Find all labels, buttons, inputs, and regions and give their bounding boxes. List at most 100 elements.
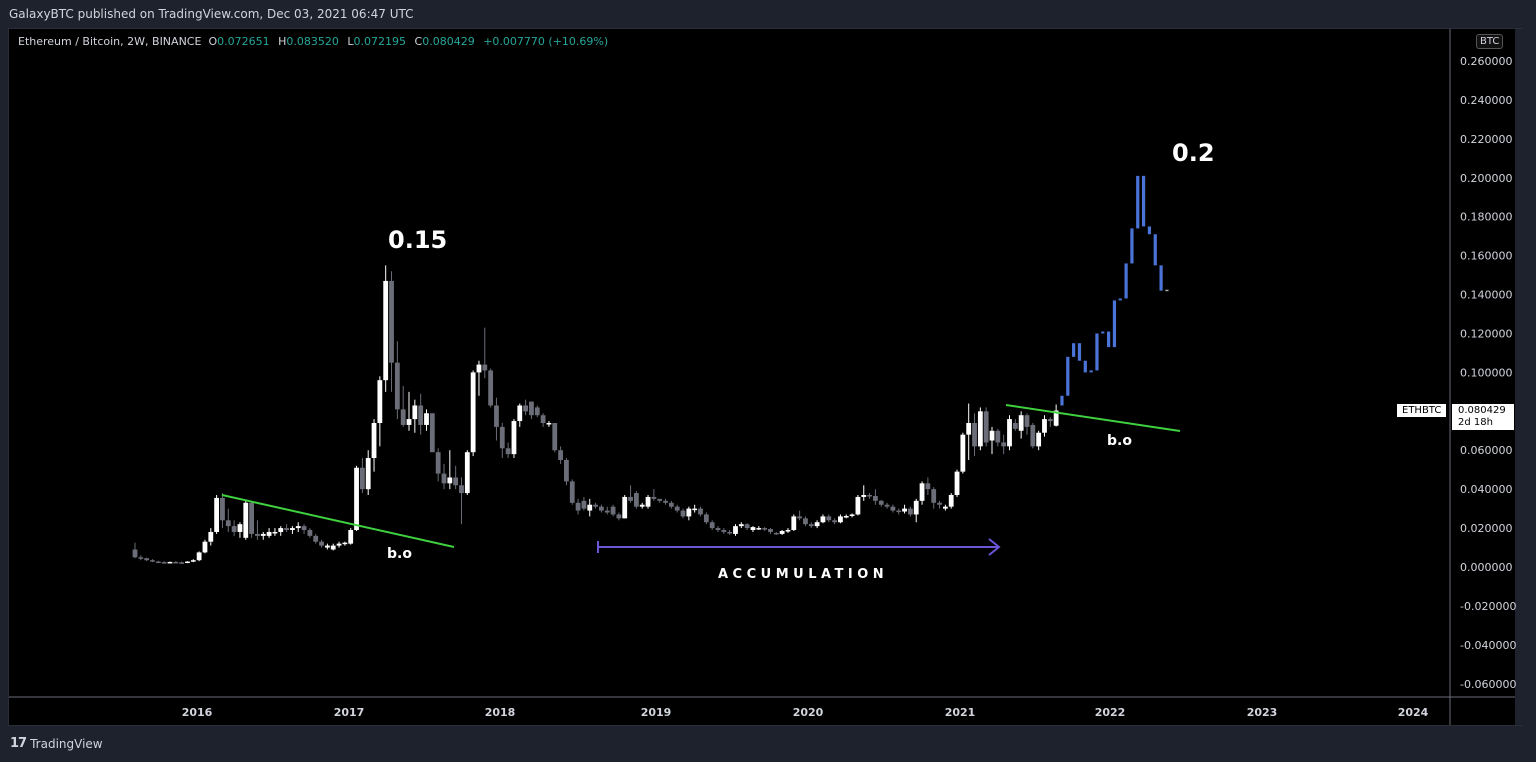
time-tick: 2016: [182, 706, 213, 719]
candle-body: [651, 496, 657, 499]
candle-body: [540, 415, 546, 423]
candle-body: [330, 545, 336, 550]
candle-body: [773, 532, 779, 535]
candle-body: [517, 405, 523, 422]
candle-body: [1030, 424, 1036, 447]
candle-body: [552, 422, 558, 451]
time-tick: 2020: [793, 706, 824, 719]
candle-body: [762, 528, 768, 530]
candle-body: [721, 530, 727, 532]
candle-body: [185, 561, 190, 564]
candle-body: [418, 405, 424, 425]
price-tick: 0.180000: [1460, 211, 1513, 224]
candle-body: [214, 497, 220, 532]
candle-body: [1018, 415, 1024, 431]
candle-body: [534, 407, 540, 416]
price-tick: 0.060000: [1460, 444, 1513, 457]
candle-body: [768, 529, 773, 532]
candle-body: [902, 508, 907, 512]
price-tick: -0.020000: [1460, 600, 1516, 613]
chart-frame: [8, 28, 1523, 726]
candle-body: [389, 280, 394, 363]
candle-body: [167, 561, 173, 564]
price-tick: 0.040000: [1460, 483, 1513, 496]
candle-body: [319, 541, 324, 546]
candle-body: [476, 364, 482, 373]
candle-body: [581, 500, 587, 509]
candle-body: [412, 405, 418, 420]
candle-body: [447, 477, 453, 484]
price-tick: 0.260000: [1460, 55, 1513, 68]
candle-body: [686, 508, 692, 517]
candle-body: [202, 541, 208, 553]
candle-body: [657, 498, 663, 501]
candle-body: [301, 526, 307, 531]
candle-body: [464, 452, 470, 494]
candle-body: [155, 561, 161, 564]
tradingview-logo-icon[interactable]: 17: [10, 736, 27, 751]
candle-body: [843, 516, 849, 518]
projection-bar: [1136, 175, 1140, 229]
currency-badge[interactable]: BTC: [1476, 34, 1504, 49]
candle-body: [482, 364, 488, 371]
candle-body: [371, 422, 377, 459]
candle-body: [1001, 442, 1007, 447]
candle-body: [954, 471, 960, 495]
close-label: C: [414, 35, 423, 48]
high-label: H: [278, 35, 287, 48]
accumulation-label: ACCUMULATION: [718, 567, 888, 582]
projection-bar: [1165, 289, 1169, 292]
candle-body: [995, 430, 1001, 443]
open-label: O: [208, 35, 218, 48]
candle-body: [255, 533, 260, 536]
candle-body: [284, 528, 289, 531]
candle-body: [750, 527, 756, 531]
candle-body: [604, 510, 610, 513]
candle-body: [488, 370, 494, 406]
candle-body: [429, 413, 435, 453]
time-tick: 2023: [1247, 706, 1278, 719]
candle-body: [231, 526, 237, 532]
candle-body: [569, 481, 575, 503]
candle-body: [937, 502, 942, 505]
accumulation-arrowhead-icon: [988, 538, 1001, 556]
candle-body: [738, 524, 744, 527]
candle-body: [727, 531, 733, 534]
candle-body: [639, 504, 645, 507]
projection-bar: [1101, 331, 1105, 334]
low-label: L: [347, 35, 354, 48]
candle-body: [674, 506, 680, 511]
candle-body: [558, 450, 563, 460]
candle-body: [190, 560, 196, 562]
candle-body: [791, 516, 797, 531]
candle-body: [715, 528, 721, 531]
candle-body: [1024, 415, 1030, 427]
candle-body: [703, 514, 709, 523]
candle-body: [546, 422, 552, 425]
candle-body: [966, 422, 972, 435]
projection-bar: [1060, 395, 1064, 406]
bar-countdown: 2d 18h: [1458, 417, 1493, 428]
projection-bar: [1072, 343, 1076, 357]
candle-body: [564, 459, 569, 482]
candle-body: [470, 372, 476, 453]
candle-body: [179, 562, 185, 564]
candle-body: [832, 520, 837, 523]
candle-body: [575, 502, 581, 511]
trendline-2016: [221, 494, 455, 548]
candle-body: [633, 493, 639, 507]
price-tick: 0.200000: [1460, 172, 1513, 185]
candle-body: [907, 508, 913, 515]
breakout-label-2022: b.o: [1107, 433, 1132, 449]
ohlc-legend: Ethereum / Bitcoin, 2W, BINANCE O0.07265…: [18, 35, 608, 48]
candle-body: [977, 411, 983, 447]
projection-bar: [1159, 265, 1163, 291]
candle-body: [593, 504, 598, 507]
brand-name[interactable]: TradingView: [30, 736, 103, 751]
projection-bar: [1107, 331, 1111, 348]
candle-body: [622, 496, 628, 519]
candle-body: [890, 506, 896, 511]
symbol-title[interactable]: Ethereum / Bitcoin, 2W, BINANCE: [18, 35, 202, 48]
projection-bar: [1153, 234, 1157, 266]
